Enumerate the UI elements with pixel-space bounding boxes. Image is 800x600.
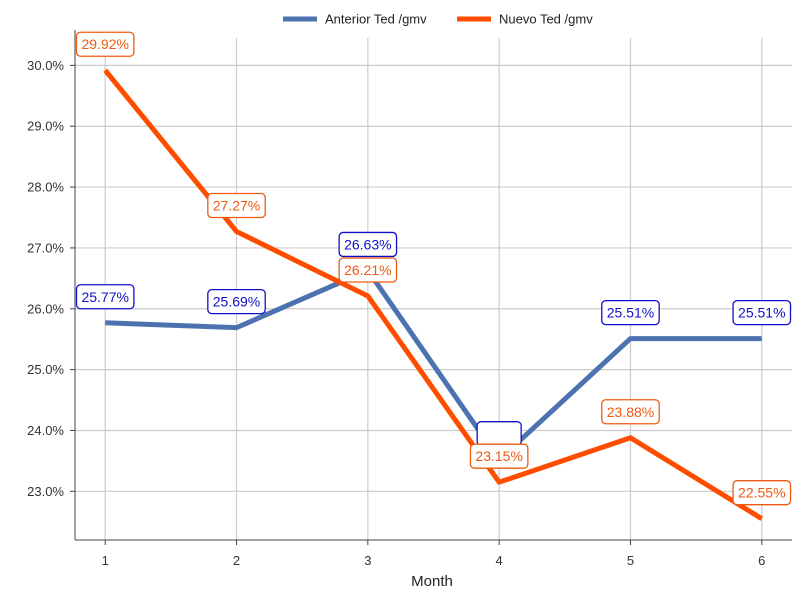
data-label-value: 29.92% [81, 36, 128, 52]
data-label-box [338, 231, 398, 258]
legend-label: Anterior Ted /gmv [325, 12, 427, 27]
x-tick-label: 4 [496, 553, 503, 568]
data-label: 26.63% [338, 231, 398, 258]
data-label: 26.21% [338, 257, 398, 283]
data-label-value: 26.21% [344, 262, 391, 278]
data-label-value: 25.51% [738, 305, 785, 321]
data-label-value: 25.77% [81, 289, 128, 305]
data-label-box [338, 257, 398, 283]
data-label-box [601, 299, 660, 326]
y-tick-label: 29.0% [27, 119, 64, 134]
x-axis-title: Month [411, 573, 453, 590]
y-tick-label: 24.0% [27, 423, 64, 438]
data-label-value: 26.63% [344, 236, 391, 252]
data-label: 29.92% [75, 31, 135, 57]
legend: Anterior Ted /gmv Nuevo Ted /gmv [283, 12, 593, 27]
data-label: 22.55% [732, 480, 792, 506]
y-tick-label: 30.0% [27, 58, 64, 73]
x-tick-label: 5 [627, 553, 634, 568]
y-tick-label: 28.0% [27, 180, 64, 195]
y-tick-label: 23.0% [27, 484, 64, 499]
data-label-box [207, 192, 266, 219]
data-label-value: 23.15% [475, 448, 522, 464]
x-tick-label: 6 [758, 553, 765, 568]
data-label-value: 25.51% [607, 305, 654, 321]
data-label: 23.15% [469, 443, 529, 469]
data-labels: 25.77% 25.69% 26.63% 25.51% 25.51% 29.92% 27.2… [75, 31, 792, 506]
data-label-box [601, 399, 660, 425]
plot-frame [74, 30, 792, 541]
data-label-box [732, 480, 792, 506]
legend-item: Anterior Ted /gmv [283, 12, 427, 27]
y-tick-label: 26.0% [27, 301, 64, 316]
legend-label: Nuevo Ted /gmv [499, 12, 593, 27]
data-label-box [75, 284, 135, 310]
data-label-box [732, 299, 792, 326]
data-label: 27.27% [207, 192, 266, 219]
y-tick-label: 25.0% [27, 362, 64, 377]
x-tick-label: 2 [233, 553, 240, 568]
y-tick-label: 27.0% [27, 240, 64, 255]
data-label-box [207, 288, 266, 315]
data-label: 25.51% [601, 299, 660, 326]
data-label: 25.69% [207, 288, 266, 315]
grid-lines [75, 38, 792, 540]
data-label-value: 25.69% [213, 294, 260, 310]
data-label-value: 23.88% [607, 404, 654, 420]
x-tick-label: 1 [102, 553, 109, 568]
x-tick-label: 3 [364, 553, 371, 568]
data-label: 25.51% [732, 299, 792, 326]
x-axis-ticks: 1 2 3 4 5 6 [102, 540, 765, 568]
data-label-value: 27.27% [213, 197, 260, 213]
data-label-value: 22.55% [738, 485, 785, 501]
series-lines [103, 68, 764, 521]
data-label: 25.77% [75, 284, 135, 310]
legend-item: Nuevo Ted /gmv [457, 12, 593, 27]
data-label-box [75, 31, 135, 57]
data-label-box [469, 443, 529, 469]
series-line-1 [105, 267, 762, 463]
series-line-2 [103, 68, 764, 521]
data-label: 23.88% [601, 399, 660, 425]
y-axis-ticks: 23.0% 24.0% 25.0% 26.0% 27.0% 28.0% 29.0% 30.0% [27, 58, 75, 499]
data-label [476, 421, 522, 447]
data-label-box [476, 421, 522, 447]
